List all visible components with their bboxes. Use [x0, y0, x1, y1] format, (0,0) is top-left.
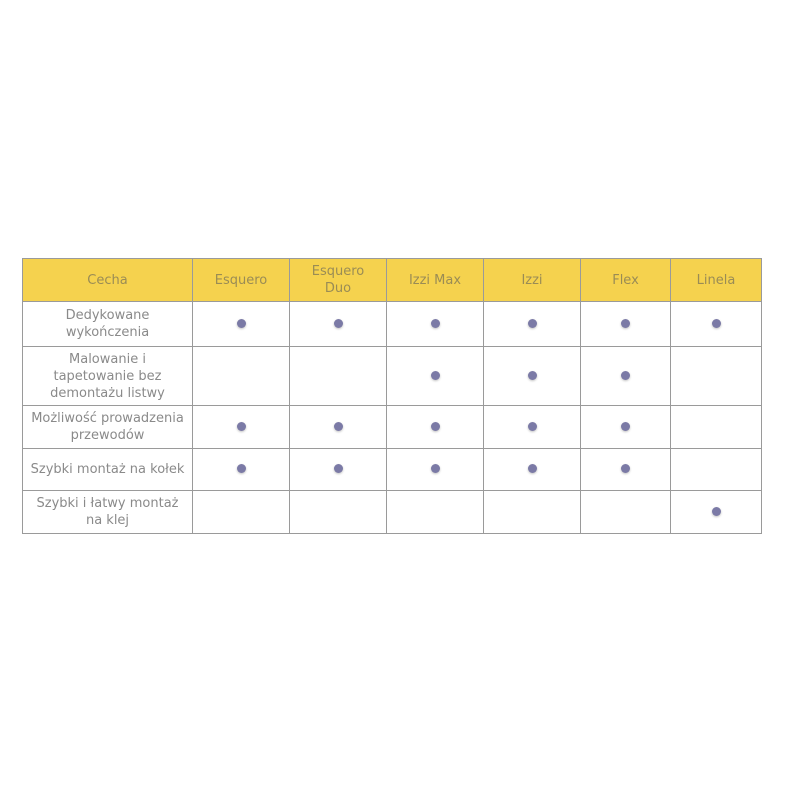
dot-icon: [711, 318, 721, 328]
dot-icon: [527, 318, 537, 328]
mark-cell: [289, 405, 387, 449]
table-row: Możliwość prowadzenia przewodów: [22, 405, 762, 449]
dot-icon: [621, 464, 630, 473]
mark-cell: [670, 490, 762, 534]
mark-cell: [192, 301, 290, 347]
dot-icon: [236, 318, 246, 328]
header-flex: Flex: [580, 258, 671, 302]
mark-cell: [580, 490, 671, 534]
mark-cell: [483, 405, 581, 449]
dot-icon: [711, 506, 721, 516]
dot-icon: [236, 421, 246, 431]
mark-cell: [670, 448, 762, 491]
header-izzi-max: Izzi Max: [386, 258, 484, 302]
mark-cell: [192, 448, 290, 491]
mark-cell: [670, 301, 762, 347]
mark-cell: [670, 346, 762, 406]
dot-icon: [527, 421, 537, 431]
mark-cell: [483, 490, 581, 534]
dot-icon: [621, 318, 630, 328]
mark-cell: [580, 301, 671, 347]
dot-icon: [527, 370, 537, 380]
mark-cell: [580, 346, 671, 406]
feature-label: Malowanie i tapetowanie bez demontażu li…: [22, 346, 193, 406]
mark-cell: [580, 448, 671, 491]
dot-icon: [333, 421, 343, 431]
mark-cell: [192, 346, 290, 406]
dot-icon: [333, 464, 343, 473]
feature-comparison-table: Cecha Esquero Esquero Duo Izzi Max Izzi …: [22, 258, 762, 534]
dot-icon: [430, 464, 440, 473]
header-linela: Linela: [670, 258, 762, 302]
mark-cell: [386, 346, 484, 406]
mark-cell: [580, 405, 671, 449]
dot-icon: [333, 318, 343, 328]
feature-label: Szybki i łatwy montaż na klej: [22, 490, 193, 534]
table-row: Szybki i łatwy montaż na klej: [22, 490, 762, 534]
mark-cell: [289, 490, 387, 534]
header-esquero: Esquero: [192, 258, 290, 302]
mark-cell: [670, 405, 762, 449]
mark-cell: [483, 346, 581, 406]
feature-label: Szybki montaż na kołek: [22, 448, 193, 491]
header-row: Cecha Esquero Esquero Duo Izzi Max Izzi …: [22, 258, 762, 302]
dot-icon: [430, 421, 440, 431]
header-esquero-duo: Esquero Duo: [289, 258, 387, 302]
mark-cell: [483, 301, 581, 347]
mark-cell: [386, 405, 484, 449]
mark-cell: [386, 301, 484, 347]
table-row: Malowanie i tapetowanie bez demontażu li…: [22, 346, 762, 406]
feature-label: Możliwość prowadzenia przewodów: [22, 405, 193, 449]
dot-icon: [430, 318, 440, 328]
dot-icon: [621, 370, 630, 380]
mark-cell: [386, 448, 484, 491]
header-cecha: Cecha: [22, 258, 193, 302]
dot-icon: [430, 370, 440, 380]
dot-icon: [236, 464, 246, 473]
dot-icon: [621, 421, 630, 431]
mark-cell: [289, 301, 387, 347]
table-row: Szybki montaż na kołek: [22, 448, 762, 491]
mark-cell: [483, 448, 581, 491]
header-izzi: Izzi: [483, 258, 581, 302]
feature-label: Dedykowane wykończenia: [22, 301, 193, 347]
table-row: Dedykowane wykończenia: [22, 301, 762, 347]
mark-cell: [192, 490, 290, 534]
mark-cell: [289, 346, 387, 406]
mark-cell: [192, 405, 290, 449]
dot-icon: [527, 464, 537, 473]
mark-cell: [386, 490, 484, 534]
mark-cell: [289, 448, 387, 491]
